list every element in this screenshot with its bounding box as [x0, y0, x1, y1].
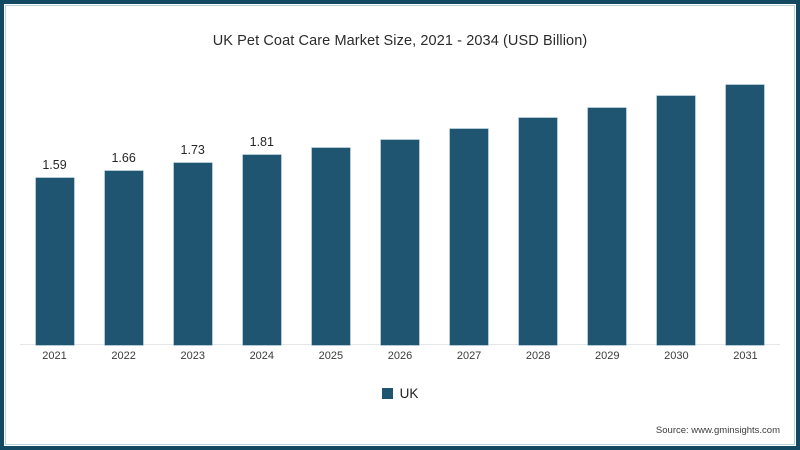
legend-label-uk: UK — [399, 386, 419, 401]
bar-value-label-2022: 1.66 — [111, 150, 136, 165]
bar-slot — [711, 70, 780, 345]
bar-slot — [573, 70, 642, 345]
x-tick-2029: 2029 — [595, 350, 620, 362]
x-tick-2022: 2022 — [111, 350, 136, 362]
bar-slot: 1.81 — [227, 70, 296, 345]
bar-2025[interactable] — [311, 147, 350, 345]
bar-slot — [504, 70, 573, 345]
bar-slot — [435, 70, 504, 345]
x-tick-2023: 2023 — [180, 350, 205, 362]
x-tick-2024: 2024 — [249, 350, 275, 362]
x-tick-2031: 2031 — [733, 350, 758, 362]
bar-slot — [365, 70, 434, 345]
bar-slot: 1.73 — [158, 70, 227, 345]
bar-value-label-2024: 1.81 — [249, 135, 274, 150]
bar-2028[interactable] — [519, 118, 558, 345]
bar-2027[interactable] — [450, 128, 489, 345]
x-tick-2021: 2021 — [42, 350, 67, 362]
bar-2030[interactable] — [657, 96, 696, 345]
bar-2022[interactable] — [104, 170, 143, 345]
bar-slot: 1.66 — [89, 70, 158, 345]
bar-2024[interactable] — [242, 155, 281, 345]
legend-swatch-uk — [381, 388, 393, 399]
chart-title: UK Pet Coat Care Market Size, 2021 - 203… — [212, 33, 588, 49]
x-tick-2027: 2027 — [456, 350, 482, 362]
bar-2023[interactable] — [173, 163, 212, 345]
bar-value-label-2021: 1.59 — [42, 158, 67, 173]
x-tick-2028: 2028 — [525, 350, 551, 362]
bar-series-uk: 1.59 1.66 1.73 1.81 — [20, 70, 780, 345]
bar-slot — [642, 70, 711, 345]
bar-2026[interactable] — [380, 140, 419, 345]
bar-2031[interactable] — [726, 84, 765, 345]
source-attribution: Source: www.gminsights.com — [655, 425, 780, 436]
x-axis-tick-labels: 2021 2022 2023 2024 2025 2026 2027 2028 2029 2030… — [20, 350, 780, 370]
chart-legend: UK — [0, 386, 800, 401]
x-tick-2030: 2030 — [664, 350, 689, 362]
plot-area: 1.59 1.66 1.73 1.81 — [20, 70, 780, 345]
bar-value-label-2023: 1.73 — [180, 143, 205, 158]
bar-slot: 1.59 — [20, 70, 89, 345]
bar-2029[interactable] — [588, 107, 627, 345]
bar-slot — [296, 70, 365, 345]
x-tick-2025: 2025 — [318, 350, 344, 362]
bar-2021[interactable] — [35, 178, 74, 345]
x-tick-2026: 2026 — [387, 350, 413, 362]
